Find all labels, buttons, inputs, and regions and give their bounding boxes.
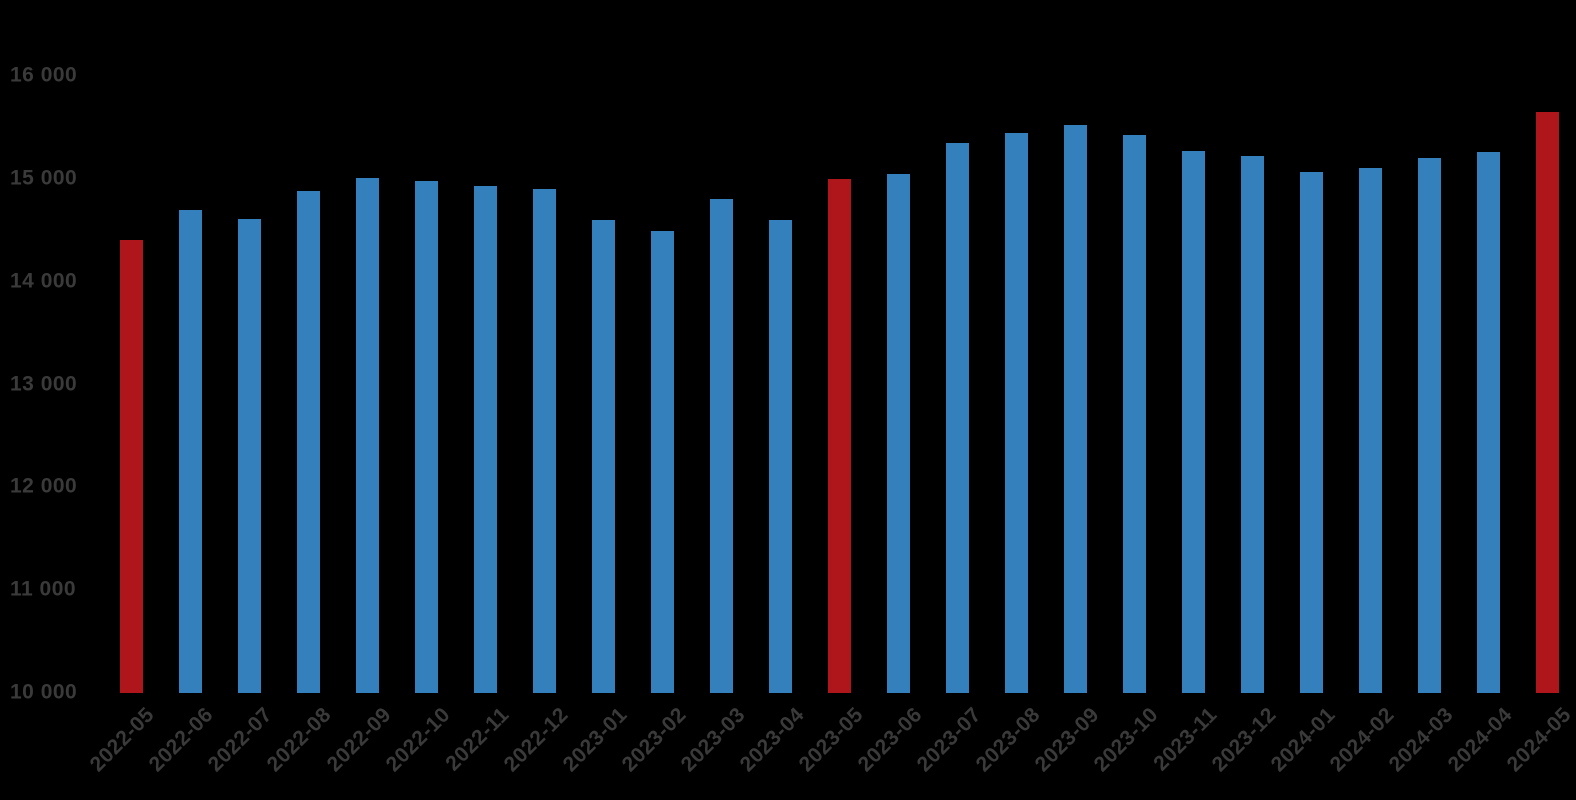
- y-tick-label: 11 000: [10, 577, 77, 601]
- x-tick-label: 2024-04: [1443, 703, 1517, 777]
- x-tick-label: 2023-10: [1089, 703, 1163, 777]
- y-tick-label: 14 000: [10, 269, 78, 293]
- x-tick-label: 2022-07: [204, 703, 278, 777]
- bar-2023-03: [709, 198, 733, 693]
- bar-2022-09: [355, 177, 379, 693]
- x-tick-label: 2023-12: [1207, 703, 1281, 777]
- y-tick-label: 13 000: [10, 372, 78, 396]
- y-tick-label: 10 000: [10, 680, 78, 704]
- x-tick-label: 2024-01: [1266, 703, 1340, 777]
- x-tick-label: 2023-04: [735, 703, 809, 777]
- y-tick-label: 16 000: [10, 63, 78, 87]
- bar-2024-02: [1358, 167, 1382, 693]
- bar-2023-01: [591, 220, 615, 693]
- x-tick-label: 2023-05: [794, 703, 868, 777]
- bar-2022-07: [237, 219, 261, 693]
- bar-2023-07: [945, 143, 969, 693]
- bar-2023-06: [886, 173, 910, 693]
- x-tick-label: 2023-11: [1149, 703, 1222, 776]
- x-tick-label: 2024-05: [1502, 703, 1576, 777]
- bar-2023-08: [1004, 132, 1028, 693]
- y-tick-label: 12 000: [10, 474, 78, 498]
- bar-2024-03: [1417, 158, 1441, 693]
- x-tick-label: 2023-08: [971, 703, 1045, 777]
- x-tick-label: 2023-01: [558, 703, 632, 777]
- x-tick-label: 2023-07: [912, 703, 986, 777]
- bar-2022-11: [473, 186, 497, 693]
- bar-2023-10: [1122, 134, 1146, 693]
- x-tick-label: 2022-12: [499, 703, 573, 777]
- x-tick-label: 2023-06: [853, 703, 927, 777]
- y-tick-label: 15 000: [10, 166, 78, 190]
- x-tick-label: 2024-03: [1384, 703, 1458, 777]
- bar-2024-01: [1299, 171, 1323, 693]
- bar-2022-10: [414, 181, 438, 693]
- bar-2023-02: [650, 231, 674, 693]
- bar-2023-04: [768, 220, 792, 693]
- x-tick-label: 2022-06: [145, 703, 219, 777]
- bar-2023-09: [1063, 124, 1087, 693]
- bar-2023-11: [1181, 151, 1205, 693]
- x-tick-label: 2023-02: [617, 703, 691, 777]
- x-tick-label: 2024-02: [1325, 703, 1399, 777]
- bar-2022-05: [119, 239, 143, 693]
- x-tick-label: 2022-08: [263, 703, 337, 777]
- bar-2023-12: [1240, 156, 1264, 693]
- bar-2022-06: [178, 209, 202, 693]
- bar-2022-12: [532, 189, 556, 693]
- x-tick-label: 2022-05: [86, 703, 160, 777]
- x-tick-label: 2022-10: [381, 703, 455, 777]
- x-tick-label: 2022-11: [440, 703, 514, 776]
- bar-2024-04: [1476, 152, 1500, 693]
- x-tick-label: 2023-09: [1030, 703, 1104, 777]
- bar-2024-05: [1535, 112, 1559, 693]
- x-tick-label: 2023-03: [676, 703, 750, 777]
- x-tick-label: 2022-09: [322, 703, 396, 777]
- bar-2022-08: [296, 191, 320, 693]
- bar-2023-05: [827, 179, 851, 693]
